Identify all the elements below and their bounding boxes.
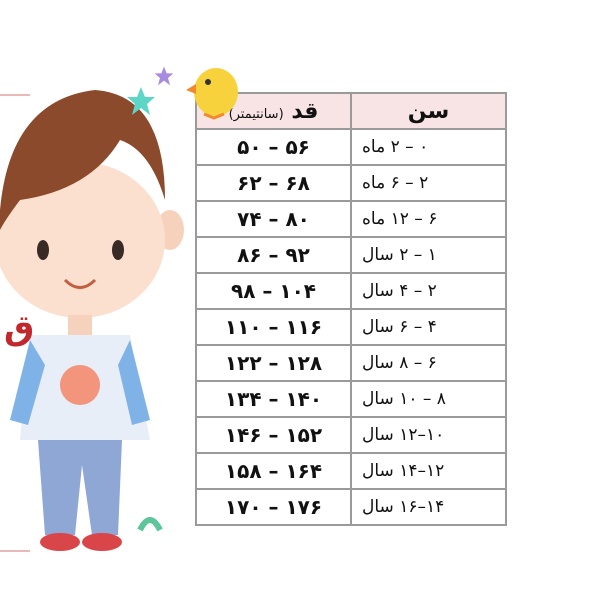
age-cell: ۱۰–۱۲ سال — [350, 416, 507, 454]
height-cell: ۱۷۶ – ۱۷۰ — [195, 488, 352, 526]
header-height-unit: (سانتیمتر) — [228, 106, 284, 122]
age-cell: ۴ – ۶ سال — [350, 308, 507, 346]
age-cell: ۶ – ۱۲ ماه — [350, 200, 507, 238]
height-cell: ۸۰ – ۷۴ — [195, 200, 352, 238]
table-row: ۲ – ۴ سال ۱۰۴ – ۹۸ — [195, 272, 507, 310]
table-row: ۴ – ۶ سال ۱۱۶ – ۱۱۰ — [195, 308, 507, 346]
star-icon — [127, 87, 155, 115]
header-age: سن — [350, 92, 507, 130]
height-cell: ۱۶۴ – ۱۵۸ — [195, 452, 352, 490]
age-cell: ۱ – ۲ سال — [350, 236, 507, 274]
height-cell: ۵۶ – ۵۰ — [195, 128, 352, 166]
table-row: ۸ – ۱۰ سال ۱۴۰ – ۱۳۴ — [195, 380, 507, 418]
height-cell: ۱۰۴ – ۹۸ — [195, 272, 352, 310]
age-cell: ۱۴–۱۶ سال — [350, 488, 507, 526]
height-cell: ۱۱۶ – ۱۱۰ — [195, 308, 352, 346]
height-cell: ۱۵۲ – ۱۴۶ — [195, 416, 352, 454]
height-cell: ۶۸ – ۶۲ — [195, 164, 352, 202]
table-row: ۶ – ۸ سال ۱۲۸ – ۱۲۲ — [195, 344, 507, 382]
chick-illustration — [186, 68, 238, 120]
age-cell: ۲ – ۴ سال — [350, 272, 507, 310]
table-row: ۱۲–۱۴ سال ۱۶۴ – ۱۵۸ — [195, 452, 507, 490]
brand-letter: ق — [4, 308, 35, 348]
table-row: ۰ – ۲ ماه ۵۶ – ۵۰ — [195, 128, 507, 166]
age-cell: ۶ – ۸ سال — [350, 344, 507, 382]
cartoon-boy-illustration — [0, 90, 184, 551]
table-row: ۱۰–۱۲ سال ۱۵۲ – ۱۴۶ — [195, 416, 507, 454]
table-row: ۱۴–۱۶ سال ۱۷۶ – ۱۷۰ — [195, 488, 507, 526]
table-row: ۶ – ۱۲ ماه ۸۰ – ۷۴ — [195, 200, 507, 238]
height-cell: ۱۴۰ – ۱۳۴ — [195, 380, 352, 418]
frame-line-top — [0, 94, 30, 96]
frame-line-bottom — [0, 550, 30, 552]
age-cell: ۰ – ۲ ماه — [350, 128, 507, 166]
table-header-row: سن قد (سانتیمتر) — [195, 92, 507, 130]
star-icon — [154, 66, 174, 86]
table-row: ۱ – ۲ سال ۹۲ – ۸۶ — [195, 236, 507, 274]
age-cell: ۲ – ۶ ماه — [350, 164, 507, 202]
age-cell: ۸ – ۱۰ سال — [350, 380, 507, 418]
age-cell: ۱۲–۱۴ سال — [350, 452, 507, 490]
height-cell: ۱۲۸ – ۱۲۲ — [195, 344, 352, 382]
height-cell: ۹۲ – ۸۶ — [195, 236, 352, 274]
table-row: ۲ – ۶ ماه ۶۸ – ۶۲ — [195, 164, 507, 202]
size-chart-table: سن قد (سانتیمتر) ۰ – ۲ ماه ۵۶ – ۵۰ ۲ – ۶ م… — [195, 92, 507, 526]
